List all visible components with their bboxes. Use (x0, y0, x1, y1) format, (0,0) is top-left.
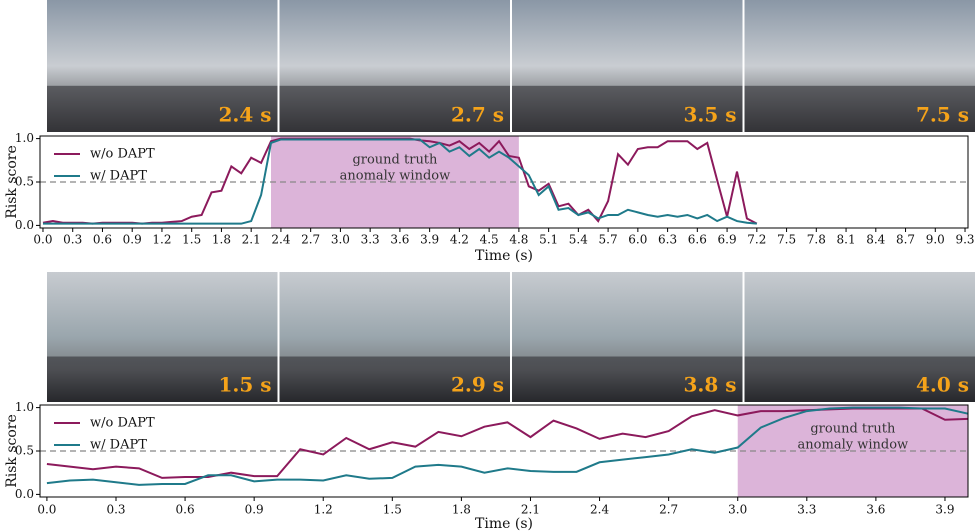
x-axis-title: Time (s) (475, 248, 533, 264)
x-tick-label: 3.3 (797, 503, 816, 517)
x-tick-label: 6.9 (718, 233, 737, 247)
x-tick-label: 8.1 (837, 233, 856, 247)
x-tick-label: 0.6 (93, 233, 112, 247)
x-tick-label: 8.4 (866, 233, 885, 247)
x-tick-label: 2.1 (242, 233, 261, 247)
y-axis-title: Risk score (4, 414, 20, 488)
y-tick-label: 0.0 (15, 218, 34, 232)
frame-label: 3.8 s (683, 373, 736, 397)
x-tick-label: 8.7 (896, 233, 915, 247)
road (47, 85, 278, 132)
road (279, 356, 510, 402)
x-tick-label: 0.3 (63, 233, 82, 247)
x-tick-label: 4.8 (509, 233, 528, 247)
x-axis-title: Time (s) (475, 516, 533, 532)
x-tick-label: 6.0 (628, 233, 647, 247)
window-label: anomaly window (340, 169, 451, 184)
x-tick-label: 3.9 (420, 233, 439, 247)
x-tick-label: 1.2 (152, 233, 171, 247)
legend-text: w/o DAPT (90, 147, 155, 162)
frame-label: 2.7 s (451, 103, 504, 127)
series-line (46, 406, 969, 486)
x-tick-label: 9.0 (926, 233, 945, 247)
road (512, 356, 743, 402)
road (744, 356, 975, 402)
x-tick-label: 3.6 (390, 233, 409, 247)
y-tick-label: 1.0 (15, 400, 34, 414)
frame-label: 7.5 s (916, 103, 969, 127)
x-tick-label: 2.4 (271, 233, 290, 247)
road (512, 85, 743, 132)
x-tick-label: 5.1 (539, 233, 558, 247)
x-tick-label: 3.0 (331, 233, 350, 247)
frame-label: 3.5 s (683, 103, 736, 127)
x-tick-label: 0.9 (245, 503, 264, 517)
x-tick-label: 3.3 (361, 233, 380, 247)
y-tick-label: 0.5 (15, 175, 34, 189)
x-tick-label: 1.5 (383, 503, 402, 517)
x-tick-label: 0.0 (33, 233, 52, 247)
x-tick-label: 0.0 (37, 503, 56, 517)
x-tick-label: 2.1 (521, 503, 540, 517)
x-tick-label: 1.2 (314, 503, 333, 517)
x-tick-label: 0.3 (106, 503, 125, 517)
x-tick-label: 0.6 (176, 503, 195, 517)
frame-label: 2.4 s (218, 103, 271, 127)
series-line (42, 138, 757, 225)
road (744, 85, 975, 132)
x-tick-label: 6.3 (658, 233, 677, 247)
x-tick-label: 1.5 (182, 233, 201, 247)
x-tick-label: 1.8 (212, 233, 231, 247)
x-tick-label: 9.3 (955, 233, 974, 247)
x-tick-label: 3.0 (728, 503, 747, 517)
x-tick-label: 3.9 (935, 503, 954, 517)
x-tick-label: 2.4 (590, 503, 609, 517)
y-tick-label: 0.5 (15, 444, 34, 458)
window-label: ground truth (810, 422, 896, 437)
window-label: anomaly window (798, 438, 909, 453)
x-tick-label: 2.7 (659, 503, 678, 517)
legend-text: w/ DAPT (90, 438, 147, 453)
x-tick-label: 6.6 (688, 233, 707, 247)
frame-label: 2.9 s (451, 373, 504, 397)
y-tick-label: 0.0 (15, 487, 34, 501)
legend-text: w/ DAPT (90, 169, 147, 184)
x-tick-label: 4.5 (480, 233, 499, 247)
legend-text: w/o DAPT (90, 416, 155, 431)
y-axis-title: Risk score (4, 145, 20, 219)
x-tick-label: 0.9 (123, 233, 142, 247)
frame-label: 1.5 s (218, 373, 271, 397)
x-tick-label: 1.8 (452, 503, 471, 517)
window-label: ground truth (352, 153, 438, 168)
x-tick-label: 4.2 (450, 233, 469, 247)
road (47, 356, 278, 402)
x-tick-label: 5.4 (569, 233, 588, 247)
x-tick-label: 7.5 (777, 233, 796, 247)
x-tick-label: 5.7 (599, 233, 618, 247)
road (279, 85, 510, 132)
x-tick-label: 7.8 (807, 233, 826, 247)
x-tick-label: 3.6 (866, 503, 885, 517)
x-tick-label: 2.7 (301, 233, 320, 247)
y-tick-label: 1.0 (15, 131, 34, 145)
x-tick-label: 7.2 (747, 233, 766, 247)
frame-label: 4.0 s (916, 373, 969, 397)
